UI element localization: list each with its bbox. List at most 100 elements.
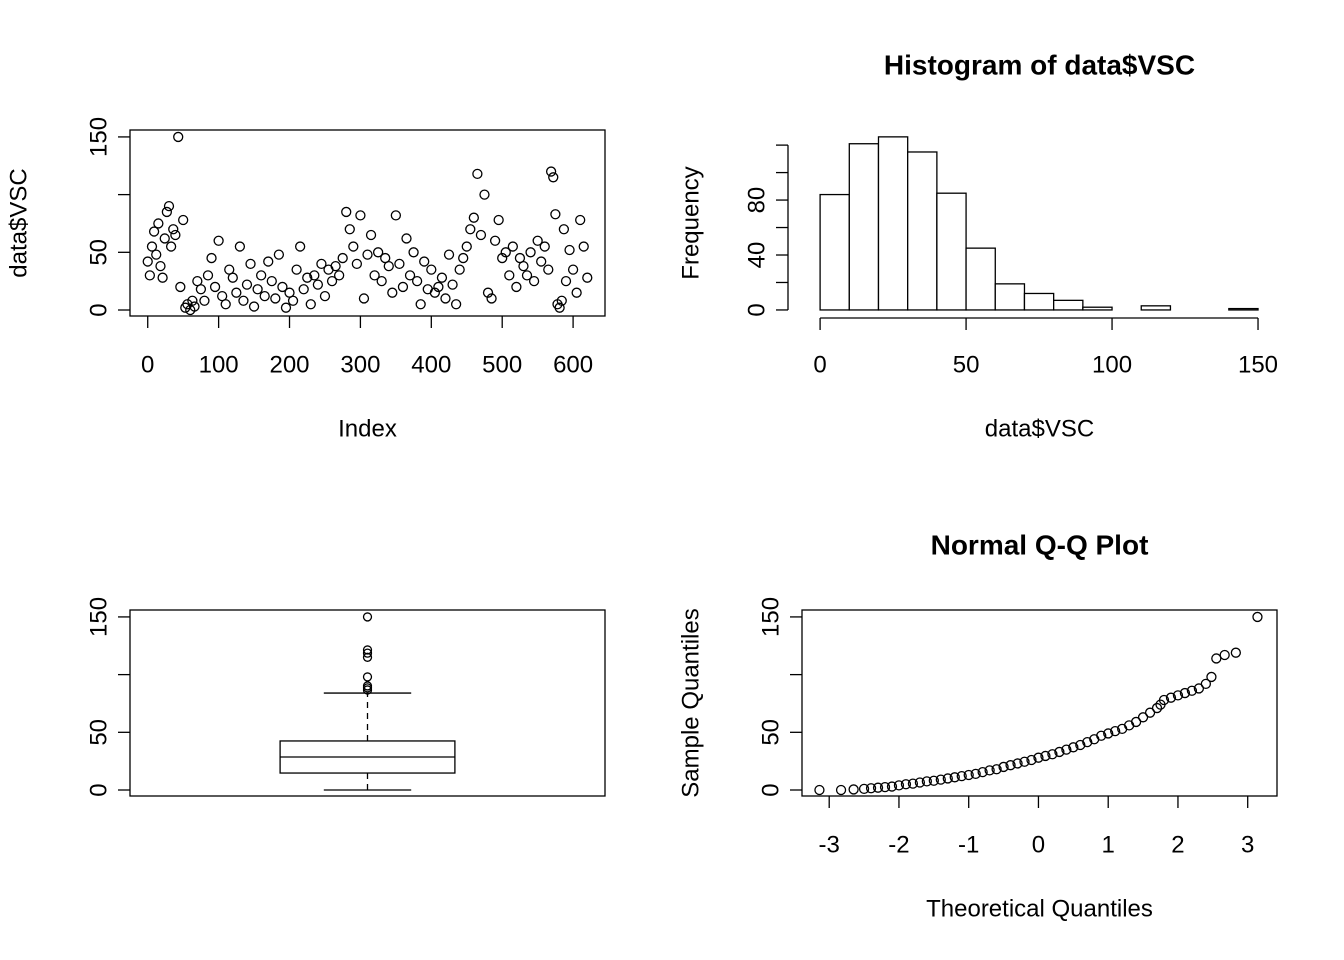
point [984,765,995,776]
point [187,295,198,306]
point [1172,690,1184,701]
y-tick-label: 0 [743,303,770,316]
point [234,241,246,252]
point [564,244,575,256]
point [151,249,162,260]
y-tick-label: 0 [85,783,112,796]
x-tick-label: 0 [813,351,826,378]
bar [877,136,909,311]
y-tick-label: 50 [85,719,112,746]
outlier [362,612,373,622]
point [170,229,181,241]
x-tick-label: 400 [411,351,451,378]
point [159,233,170,244]
x-axis-label: data$VSC [985,415,1094,442]
point [344,224,355,235]
point [1054,746,1065,758]
bar [1228,307,1259,311]
point [213,235,224,246]
point [287,295,299,306]
y-axis-label: Frequency [677,166,704,279]
point [921,776,933,787]
x-tick-label: 50 [953,351,980,378]
point [404,270,416,281]
point [458,252,469,264]
point [355,210,366,221]
point [548,172,559,183]
point [475,229,487,241]
plot-frame [801,609,1278,797]
point [291,264,302,275]
point [1123,720,1135,731]
bar [1053,299,1084,311]
point [1179,687,1191,699]
point [443,249,455,260]
point [163,201,175,212]
point [231,287,242,298]
bar [1023,292,1055,311]
point [252,284,263,295]
point [504,270,515,281]
point [998,761,1009,773]
point [319,291,331,302]
point [465,224,476,235]
y-tick-label: 0 [85,303,112,316]
point [1252,611,1263,623]
point [155,261,166,272]
point [1130,716,1142,728]
x-tick-label: -1 [958,831,979,858]
point [401,233,412,244]
plot-frame [129,129,606,317]
point [1033,752,1044,763]
point [814,784,825,796]
point [539,241,550,252]
point [558,224,570,235]
point [556,295,567,306]
bar [994,283,1026,311]
x-tick-label: 300 [340,351,380,378]
point [175,281,186,293]
point [949,772,960,783]
point [907,778,919,789]
point [173,131,184,143]
point [153,218,164,229]
point [1165,692,1177,703]
point [408,247,419,258]
x-tick-label: 100 [199,351,239,378]
point [500,247,511,258]
point [326,276,338,287]
point [419,256,430,267]
x-tick-label: -3 [819,831,840,858]
point [970,768,981,779]
bar [1082,306,1113,311]
outlier [362,672,373,682]
bar [819,193,850,311]
point [248,301,260,312]
x-tick-label: 2 [1171,831,1184,858]
point [507,241,518,252]
point [238,295,249,306]
point [273,249,285,260]
point [142,256,153,267]
point [429,287,441,298]
point [963,769,974,781]
point [157,272,168,283]
point [1110,726,1121,737]
point [387,287,398,298]
point [865,783,877,794]
point [1026,754,1037,766]
point [1219,649,1230,661]
point [358,293,370,304]
point [942,773,953,784]
point [571,287,582,298]
point [991,764,1002,775]
point [316,258,327,269]
y-tick-label: 80 [743,187,770,214]
y-axis-label: Sample Quantiles [677,608,704,797]
point [511,281,522,293]
point [582,272,593,283]
point [1040,750,1051,762]
point [879,781,891,793]
point [486,293,497,304]
plot-frame [129,609,606,797]
